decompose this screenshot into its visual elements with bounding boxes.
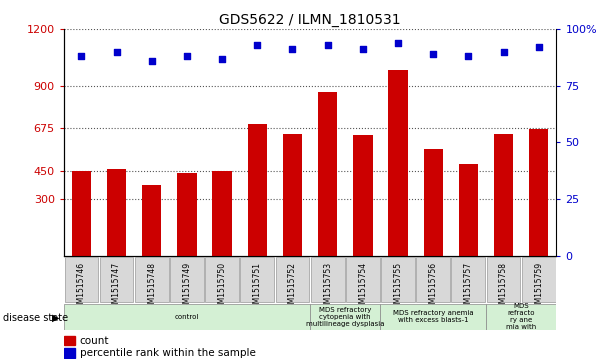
Point: [147, 58, 157, 64]
Bar: [494, 134, 513, 256]
Point: [112, 49, 122, 54]
Bar: [353, 135, 373, 256]
Bar: [247, 124, 267, 256]
Bar: [458, 164, 478, 256]
FancyBboxPatch shape: [100, 257, 134, 302]
Text: GSM1515751: GSM1515751: [253, 262, 262, 313]
Bar: [318, 92, 337, 256]
FancyBboxPatch shape: [240, 257, 274, 302]
Point: [499, 49, 508, 54]
Bar: [389, 70, 408, 256]
Text: GSM1515759: GSM1515759: [534, 262, 543, 313]
Bar: [142, 185, 162, 256]
Point: [358, 46, 368, 52]
Point: [323, 42, 333, 48]
Bar: [212, 171, 232, 256]
Point: [463, 53, 473, 59]
Text: GSM1515750: GSM1515750: [218, 262, 227, 313]
Text: GSM1515746: GSM1515746: [77, 262, 86, 313]
FancyBboxPatch shape: [64, 257, 98, 302]
Text: percentile rank within the sample: percentile rank within the sample: [80, 348, 255, 358]
Point: [252, 42, 262, 48]
Point: [534, 44, 544, 50]
Text: GSM1515749: GSM1515749: [182, 262, 192, 313]
FancyBboxPatch shape: [381, 257, 415, 302]
Text: disease state: disease state: [3, 313, 68, 323]
Title: GDS5622 / ILMN_1810531: GDS5622 / ILMN_1810531: [219, 13, 401, 26]
Text: GSM1515758: GSM1515758: [499, 262, 508, 313]
Text: MDS refractory anemia
with excess blasts-1: MDS refractory anemia with excess blasts…: [393, 310, 474, 323]
Point: [182, 53, 192, 59]
Text: GSM1515757: GSM1515757: [464, 262, 473, 313]
Text: GSM1515755: GSM1515755: [393, 262, 402, 313]
Point: [288, 46, 297, 52]
Text: MDS refractory
cytopenia with
multilineage dysplasia: MDS refractory cytopenia with multilinea…: [306, 307, 384, 327]
FancyBboxPatch shape: [310, 303, 381, 330]
FancyBboxPatch shape: [170, 257, 204, 302]
Point: [428, 51, 438, 57]
FancyBboxPatch shape: [522, 257, 556, 302]
Text: GSM1515753: GSM1515753: [323, 262, 332, 313]
FancyBboxPatch shape: [135, 257, 168, 302]
FancyBboxPatch shape: [416, 257, 450, 302]
FancyBboxPatch shape: [486, 303, 556, 330]
Text: count: count: [80, 335, 109, 346]
FancyBboxPatch shape: [346, 257, 380, 302]
Bar: [72, 171, 91, 256]
Bar: [424, 149, 443, 256]
Text: MDS
refracto
ry ane
mia with: MDS refracto ry ane mia with: [506, 303, 536, 330]
FancyBboxPatch shape: [206, 257, 239, 302]
FancyBboxPatch shape: [311, 257, 345, 302]
Text: control: control: [174, 314, 199, 320]
Point: [217, 56, 227, 61]
Bar: [107, 169, 126, 256]
FancyBboxPatch shape: [275, 257, 309, 302]
FancyBboxPatch shape: [486, 257, 520, 302]
FancyBboxPatch shape: [64, 303, 310, 330]
Text: GSM1515756: GSM1515756: [429, 262, 438, 313]
Bar: [64, 336, 75, 346]
Bar: [283, 134, 302, 256]
Bar: [529, 129, 548, 256]
Bar: [64, 348, 75, 358]
FancyBboxPatch shape: [452, 257, 485, 302]
Point: [393, 40, 403, 45]
Text: ▶: ▶: [52, 313, 60, 323]
Text: GSM1515754: GSM1515754: [358, 262, 367, 313]
Point: [77, 53, 86, 59]
FancyBboxPatch shape: [381, 303, 486, 330]
Bar: [178, 173, 196, 256]
Text: GSM1515748: GSM1515748: [147, 262, 156, 313]
Text: GSM1515747: GSM1515747: [112, 262, 121, 313]
Text: GSM1515752: GSM1515752: [288, 262, 297, 313]
